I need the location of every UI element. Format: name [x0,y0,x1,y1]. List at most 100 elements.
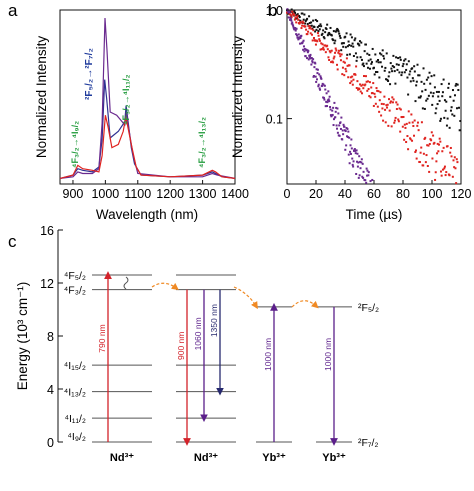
yb-level-label: ²F₇/₂ [358,437,379,449]
panel-b-data-point [427,144,430,147]
panel-b-data-point [340,53,343,56]
panel-b-data-point [330,34,333,37]
panel-b-data-point [318,39,321,42]
panel-b-data-point [332,124,335,127]
panel-b-data-point [434,112,437,115]
panel-b-data-point [336,63,339,66]
panel-b-data-point [333,42,336,45]
panel-b-data-point [363,50,366,53]
panel-b-data-point [318,38,321,41]
panel-b-data-point [411,139,414,142]
panel-b-data-point [324,88,327,91]
panel-b-data-point [425,99,428,102]
panel-b-data-point [360,84,363,87]
panel-b-data-point [394,116,397,119]
panel-b-data-point [420,80,423,83]
panel-b-data-point [380,102,383,105]
panel-b-data-point [364,179,367,182]
panel-b-data-point [443,116,446,119]
panel-b-data-point [326,23,329,26]
panel-b-data-point [442,78,445,81]
panel-b-data-point [370,62,373,65]
panel-b-data-point [352,78,355,81]
panel-b-data-point [310,63,313,66]
panel-b-data-point [294,27,297,30]
panel-b-data-point [304,55,307,58]
nonradiative-relaxation [123,276,129,290]
panel-b-data-point [343,61,346,64]
panel-b-data-point [403,59,406,62]
panel-b-data-point [455,182,458,185]
transition-label: 1350 nm [209,304,219,337]
panel-b-data-point [457,89,460,92]
panel-b-data-point [428,71,431,74]
panel-b-data-point [344,46,347,49]
panel-b-data-point [403,123,406,126]
panel-b-data-point [290,16,293,19]
panel-b-data-point [328,31,331,34]
panel-b-data-point [438,137,441,140]
panel-b-data-point [295,16,298,19]
panel-b-data-point [306,22,309,25]
panel-b-data-point [345,70,348,73]
panel-b-data-point [450,155,453,158]
panel-b-data-point [294,16,297,19]
panel-b-data-point [356,56,359,59]
panel-b-data-point [401,116,404,119]
nd-level-label: ⁴I₉/₂ [67,431,86,443]
panel-b-data-point [409,70,412,73]
nd-level-label: ⁴F₃/₂ [64,285,86,297]
panel-b-data-point [354,149,357,152]
panel-b-data-point [325,100,328,103]
panel-b-data-point [407,148,410,151]
panel-b-data-point [344,130,347,133]
panel-b-data-point [445,124,448,127]
panel-b-data-point [353,148,356,151]
panel-b-data-point [366,80,369,83]
panel-b-data-point [360,41,363,44]
panel-b-data-point [319,23,322,26]
panel-b-data-point [345,57,348,60]
panel-b-data-point [393,70,396,73]
panel-b-data-point [368,53,371,56]
panel-b-data-point [378,110,381,113]
panel-b-data-point [345,144,348,147]
panel-b-data-point [369,58,372,61]
panel-b-data-point [437,90,440,93]
panel-b-data-point [312,58,315,61]
panel-b-data-point [319,48,322,51]
panel-b-data-point [328,50,331,53]
panel-b-data-point [341,66,344,69]
panel-b-data-point [374,53,377,56]
panel-b-data-point [352,165,355,168]
panel-b-data-point [334,47,337,50]
panel-b-data-point [362,62,365,65]
panel-b-chart: 0 20 40 60 80 100 120 1.0 0.1 Time (µs) Normali… [230,4,471,222]
panel-b-data-point [338,52,341,55]
panel-b-data-point [381,107,384,110]
panel-b-data-point [314,18,317,21]
panel-b-data-point [383,69,386,72]
panel-b-data-point [319,76,322,79]
panel-b-data-point [431,103,434,106]
panel-b-data-point [406,135,409,138]
panel-b-data-point [368,67,371,70]
panel-b-data-point [326,105,329,108]
panel-b-data-point [302,48,305,51]
panel-b-data-point [341,73,344,76]
panel-b-data-point [384,66,387,69]
panel-a-x-axis-label: Wavelength (nm) [96,207,198,222]
panel-b-data-point [405,63,408,66]
panel-b-data-point [316,78,319,81]
panel-b-data-point [328,33,331,36]
panel-b-data-point [289,14,292,17]
ion-label: Nd³⁺ [194,452,218,464]
panel-b-data-point [379,61,382,64]
annotation-2F5-2F7: ²F₅/₂→²F₇/₂ [84,48,95,100]
panel-b-data-point [366,174,369,177]
panel-b-data-point [367,171,370,174]
panel-b-data-point [424,88,427,91]
panel-b-data-point [415,80,418,83]
panel-b-data-point [426,165,429,168]
panel-b-data-point [452,99,455,102]
